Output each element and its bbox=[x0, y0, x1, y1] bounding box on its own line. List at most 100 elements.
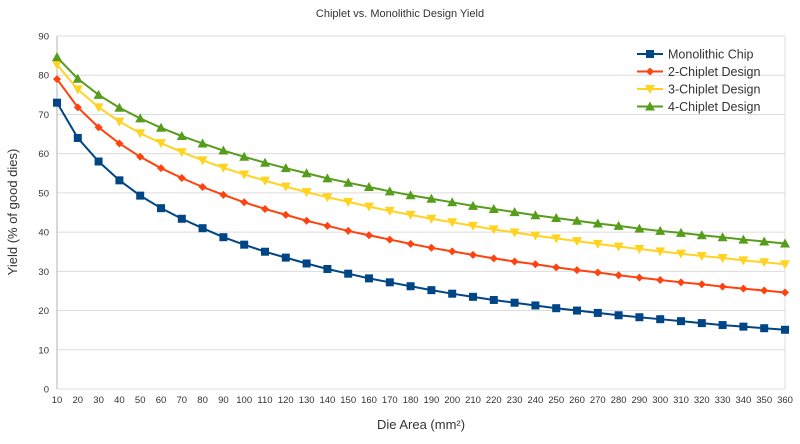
data-point bbox=[280, 182, 291, 192]
y-tick-label: 90 bbox=[38, 32, 49, 43]
data-point bbox=[780, 260, 790, 270]
data-point bbox=[157, 164, 165, 173]
data-point bbox=[781, 288, 789, 297]
data-point bbox=[176, 148, 187, 158]
data-point bbox=[177, 214, 186, 223]
data-point bbox=[136, 191, 145, 200]
x-tick-label: 240 bbox=[527, 395, 543, 406]
data-point bbox=[93, 103, 104, 113]
data-point bbox=[447, 197, 458, 207]
data-point bbox=[281, 253, 290, 262]
legend-label: 3-Chiplet Design bbox=[668, 83, 760, 97]
data-point bbox=[73, 133, 82, 142]
y-tick-label: 20 bbox=[38, 306, 49, 317]
data-point bbox=[302, 259, 311, 268]
data-point bbox=[614, 271, 623, 280]
series-4 bbox=[52, 52, 790, 248]
data-point bbox=[468, 200, 478, 210]
data-point bbox=[717, 253, 728, 263]
data-point bbox=[572, 237, 582, 247]
data-point bbox=[135, 113, 146, 123]
legend-marker bbox=[646, 67, 654, 76]
x-tick-label: 130 bbox=[299, 395, 315, 406]
y-tick-label: 50 bbox=[38, 188, 49, 199]
data-point bbox=[426, 193, 437, 203]
x-tick-label: 10 bbox=[52, 395, 63, 406]
data-point bbox=[696, 252, 707, 262]
data-point bbox=[552, 304, 561, 313]
x-tick-label: 90 bbox=[218, 395, 229, 406]
x-tick-label: 270 bbox=[590, 395, 606, 406]
grid bbox=[56, 35, 786, 390]
chart-title: Chiplet vs. Monolithic Design Yield bbox=[316, 8, 484, 20]
legend-label: Monolithic Chip bbox=[668, 48, 754, 62]
data-point bbox=[760, 286, 769, 295]
data-point bbox=[385, 235, 394, 244]
data-point bbox=[114, 117, 125, 127]
data-point bbox=[739, 284, 748, 293]
data-point bbox=[677, 317, 685, 326]
data-point bbox=[447, 218, 458, 228]
x-tick-label: 100 bbox=[236, 395, 252, 406]
data-point bbox=[218, 163, 229, 173]
data-point bbox=[489, 254, 498, 263]
legend-label: 4-Chiplet Design bbox=[668, 100, 760, 114]
data-point bbox=[364, 182, 374, 192]
x-tick-label: 300 bbox=[652, 395, 668, 406]
data-point bbox=[488, 225, 499, 235]
data-point bbox=[156, 139, 166, 149]
data-point bbox=[365, 274, 373, 283]
data-point bbox=[697, 319, 706, 328]
x-tick-label: 30 bbox=[93, 395, 104, 406]
data-point bbox=[634, 244, 645, 254]
x-tick-label: 20 bbox=[73, 395, 84, 406]
data-point bbox=[572, 215, 582, 225]
x-tick-label: 150 bbox=[340, 395, 356, 406]
data-point bbox=[343, 177, 354, 187]
data-point bbox=[406, 282, 415, 291]
data-point bbox=[655, 225, 666, 235]
data-point bbox=[738, 234, 749, 244]
legend-label: 2-Chiplet Design bbox=[668, 65, 760, 79]
data-point bbox=[344, 269, 353, 278]
data-point bbox=[635, 273, 644, 282]
data-point bbox=[219, 190, 228, 199]
x-tick-label: 250 bbox=[548, 395, 564, 406]
data-point bbox=[510, 298, 519, 307]
data-point bbox=[52, 60, 62, 70]
data-point bbox=[157, 204, 165, 213]
data-point bbox=[281, 210, 290, 219]
data-point bbox=[697, 280, 706, 289]
data-point bbox=[509, 207, 520, 217]
x-axis-label: Die Area (mm²) bbox=[377, 417, 465, 432]
data-point bbox=[469, 250, 477, 259]
legend-marker bbox=[646, 50, 654, 58]
data-point bbox=[552, 263, 561, 272]
data-point bbox=[53, 75, 61, 84]
data-point bbox=[613, 220, 624, 230]
x-tick-label: 360 bbox=[777, 395, 793, 406]
y-axis-label: Yield (% of good dies) bbox=[5, 149, 20, 276]
data-point bbox=[489, 295, 498, 304]
data-point bbox=[469, 292, 477, 301]
x-tick-label: 160 bbox=[361, 395, 377, 406]
x-tick-label: 350 bbox=[756, 395, 772, 406]
data-point bbox=[115, 176, 124, 185]
data-point bbox=[301, 188, 312, 198]
legend-marker bbox=[645, 101, 655, 111]
data-point bbox=[385, 278, 394, 287]
data-point bbox=[94, 157, 103, 166]
data-point bbox=[530, 231, 541, 241]
data-point bbox=[343, 197, 354, 207]
data-point bbox=[280, 163, 291, 173]
data-point bbox=[365, 231, 373, 240]
data-point bbox=[427, 286, 436, 295]
data-point bbox=[510, 257, 519, 266]
x-tick-label: 230 bbox=[507, 395, 523, 406]
data-point bbox=[322, 193, 333, 203]
data-point bbox=[156, 122, 166, 132]
data-point bbox=[301, 168, 312, 178]
data-point bbox=[115, 139, 124, 148]
legend-item: 3-Chiplet Design bbox=[637, 83, 760, 97]
